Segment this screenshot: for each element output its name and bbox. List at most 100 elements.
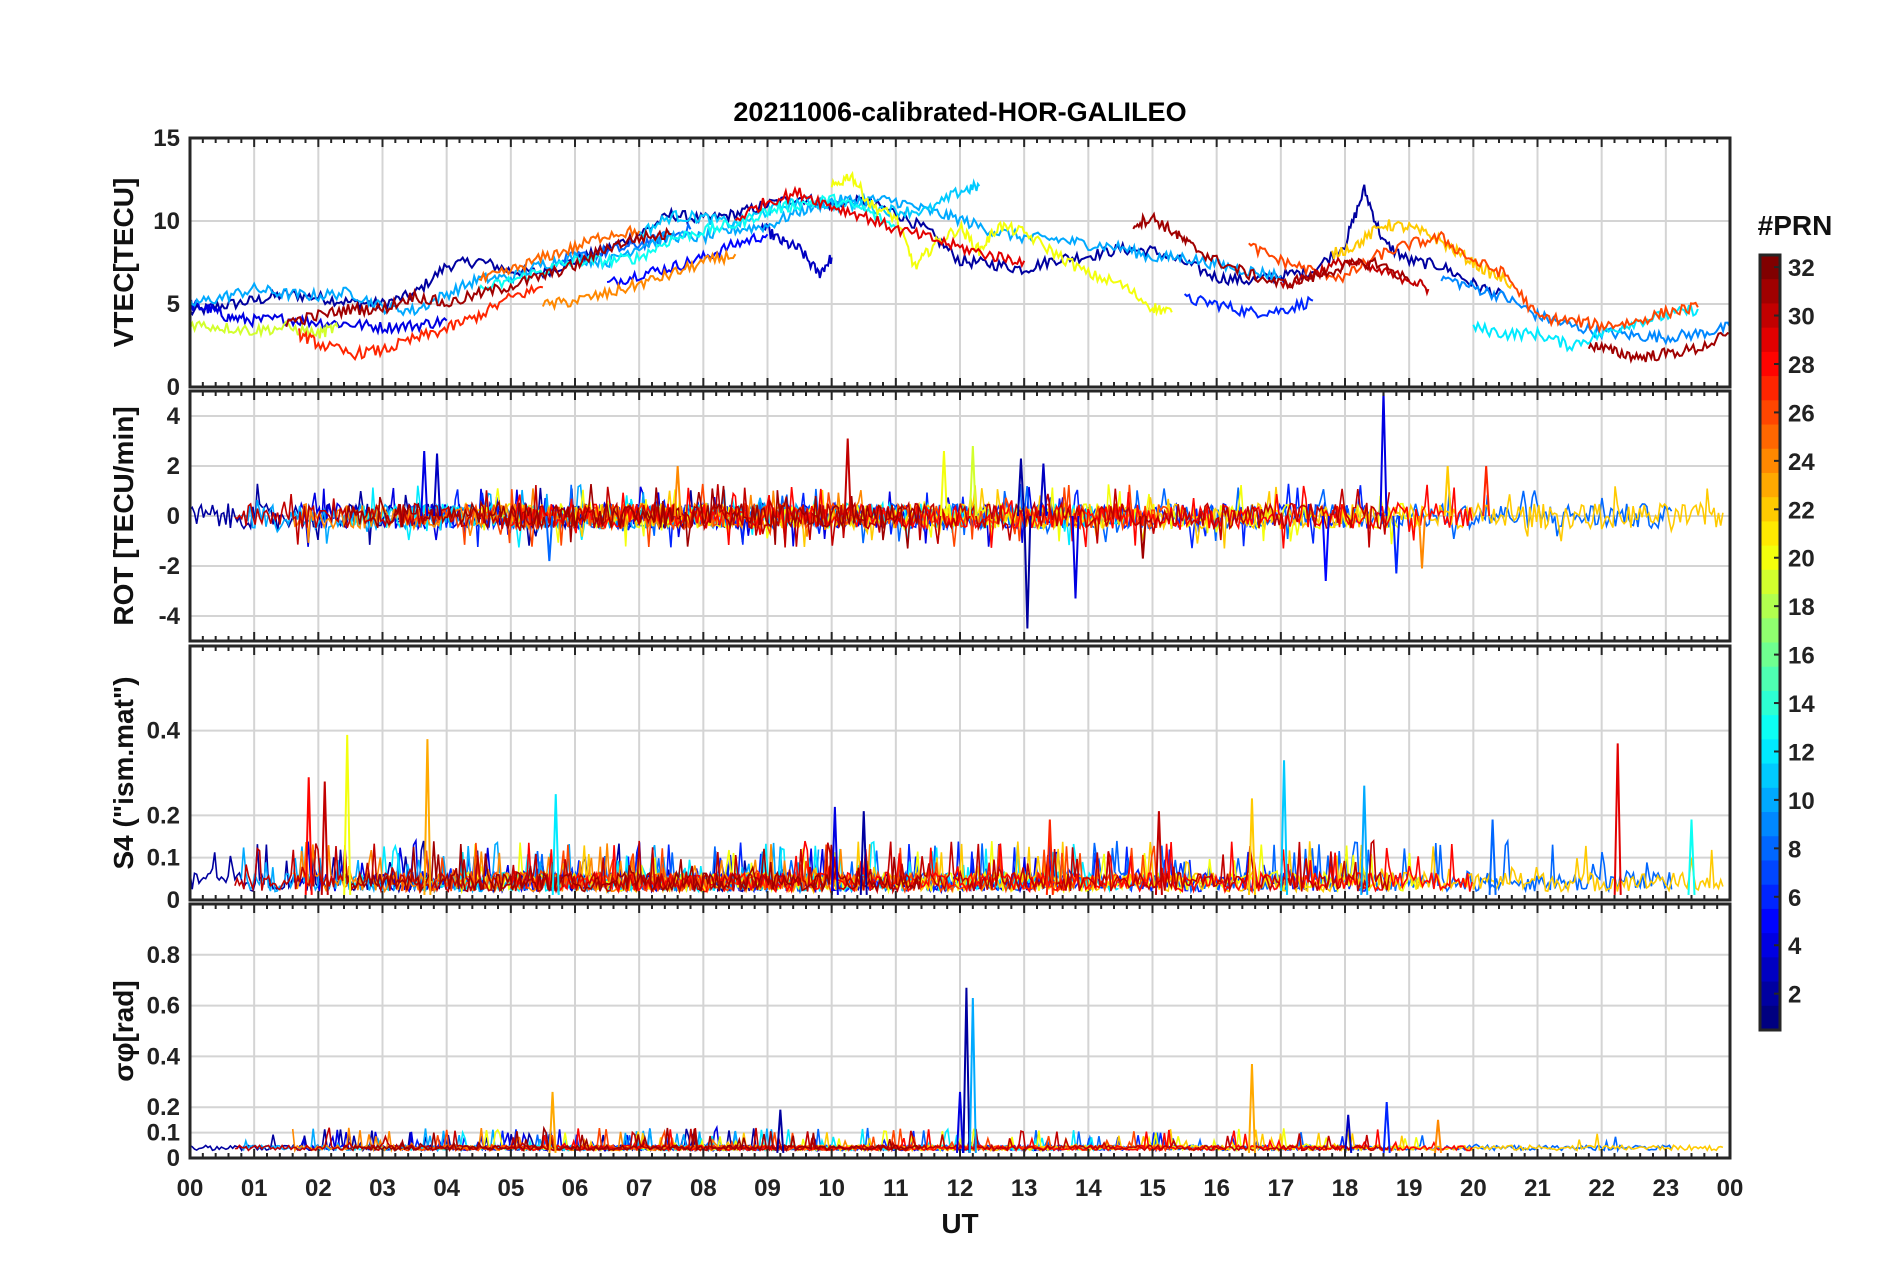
spike-prn-31 (1138, 515, 1147, 559)
series-line-prn-12 (1472, 304, 1699, 353)
colorbar-swatch (1760, 787, 1780, 813)
colorbar-swatch (1760, 351, 1780, 377)
colorbar-swatch (1760, 690, 1780, 716)
spike-prn-10 (1360, 785, 1369, 895)
spike-prn-6 (1382, 1102, 1391, 1153)
y-axis-label: VTEC[TECU] (108, 178, 139, 348)
plot-area (190, 170, 1730, 364)
noise-trace-prn-30 (234, 839, 1391, 895)
x-tick-label: 16 (1203, 1175, 1230, 1202)
colorbar-swatch (1760, 812, 1780, 837)
spike-prn-23 (423, 739, 432, 895)
series-line-prn-31 (1587, 331, 1730, 364)
series-line-prn-9 (1440, 275, 1730, 346)
colorbar-swatch (1760, 739, 1780, 765)
plot-area (190, 987, 1724, 1154)
y-axis-label: ROT [TECU/min] (108, 406, 139, 625)
y-tick-label: 0.2 (147, 1094, 180, 1121)
x-tick-label: 13 (1011, 1175, 1038, 1202)
series-line-prn-5 (606, 232, 769, 289)
noise-trace-prn-26 (401, 483, 1171, 547)
spike-prn-4 (1071, 515, 1080, 599)
colorbar-tick-label: 10 (1788, 788, 1815, 815)
y-tick-label: 0.1 (147, 1120, 180, 1147)
colorbar-title: #PRN (1758, 210, 1833, 241)
spike-prn-2 (1016, 458, 1025, 517)
spike-prn-8 (545, 515, 554, 562)
y-tick-label: 0 (167, 503, 180, 530)
colorbar-tick-label: 32 (1788, 255, 1815, 282)
series-line-prn-22 (1331, 219, 1513, 290)
plot-area (190, 734, 1724, 895)
series-line-prn-25 (478, 224, 641, 284)
colorbar-swatch (1760, 521, 1780, 547)
colorbar-tick-label: 12 (1788, 739, 1815, 766)
spike-prn-12 (551, 794, 560, 895)
y-tick-label: 0 (167, 1145, 180, 1172)
spike-prn-20 (939, 450, 948, 517)
series-line-prn-6 (1183, 293, 1314, 319)
y-tick-label: 5 (167, 291, 180, 318)
noise-trace-prn-31 (343, 1125, 922, 1153)
colorbar-tick-label: 18 (1788, 594, 1815, 621)
x-tick-label: 05 (497, 1175, 524, 1202)
spike-prn-2 (1023, 515, 1032, 629)
x-tick-label: 07 (626, 1175, 653, 1202)
x-tick-label: 18 (1332, 1175, 1359, 1202)
x-tick-label: 04 (433, 1175, 460, 1202)
y-tick-label: 0.4 (147, 1043, 181, 1070)
spike-prn-11 (1280, 760, 1289, 895)
colorbar-swatch (1760, 279, 1780, 305)
y-tick-label: 0 (167, 374, 180, 401)
y-tick-label: 0.1 (147, 845, 180, 872)
noise-trace-prn-31 (343, 841, 922, 894)
spike-prn-22 (1247, 798, 1256, 895)
chart-title: 20211006-calibrated-HOR-GALILEO (733, 97, 1186, 127)
colorbar-tick-label: 6 (1788, 885, 1801, 912)
spike-prn-29 (1613, 743, 1622, 895)
colorbar-swatch (1760, 497, 1780, 523)
x-tick-label: 19 (1396, 1175, 1423, 1202)
colorbar-tick-label: 26 (1788, 400, 1815, 427)
colorbar-swatch (1760, 642, 1780, 668)
x-tick-label: 02 (305, 1175, 332, 1202)
colorbar-swatch (1760, 594, 1780, 619)
colorbar-tick-label: 20 (1788, 546, 1815, 573)
x-tick-label: 00 (177, 1175, 204, 1202)
y-tick-label: -4 (159, 603, 181, 630)
x-tick-label: 21 (1524, 1175, 1551, 1202)
y-tick-label: 0.4 (147, 718, 181, 745)
y-tick-label: 0.6 (147, 993, 180, 1020)
spike-prn-4 (1379, 391, 1388, 517)
panel-4: 00.10.2 0.4 0.6 0.8 σφ[rad] (108, 902, 1732, 1172)
spike-prn-5 (1321, 515, 1330, 582)
colorbar-swatch (1760, 400, 1780, 426)
spike-prn-30 (843, 438, 852, 517)
y-tick-label: 10 (153, 208, 180, 235)
colorbar-swatch (1760, 255, 1780, 280)
x-axis-tick-labels: 00 01 02 03 04 05 06 07 08 09 10 11 12 13 14 15 16 17 18 19… (177, 1175, 1744, 1202)
y-tick-label: 2 (167, 453, 180, 480)
x-tick-label: 20 (1460, 1175, 1487, 1202)
colorbar-swatch (1760, 448, 1780, 474)
plot-area (190, 391, 1724, 629)
x-tick-label: 06 (562, 1175, 589, 1202)
colorbar-tick-label: 14 (1788, 691, 1815, 718)
spike-prn-6 (1392, 515, 1401, 574)
colorbar-swatch (1760, 884, 1780, 910)
spike-prn-23 (1247, 1063, 1256, 1153)
spike-prn-10 (968, 997, 977, 1153)
y-tick-label: 4 (167, 403, 181, 430)
colorbar-swatch (1760, 472, 1780, 498)
colorbar-swatch (1760, 1005, 1780, 1031)
colorbar-tick-label: 16 (1788, 643, 1815, 670)
colorbar-swatch (1760, 933, 1780, 958)
y-tick-label: 0.8 (147, 942, 180, 969)
series-line-prn-19 (190, 320, 339, 341)
series-line-prn-29 (734, 185, 1026, 269)
spike-prn-13 (1687, 819, 1696, 895)
spike-prn-24 (1418, 515, 1426, 569)
spike-prn-3 (1039, 463, 1048, 517)
